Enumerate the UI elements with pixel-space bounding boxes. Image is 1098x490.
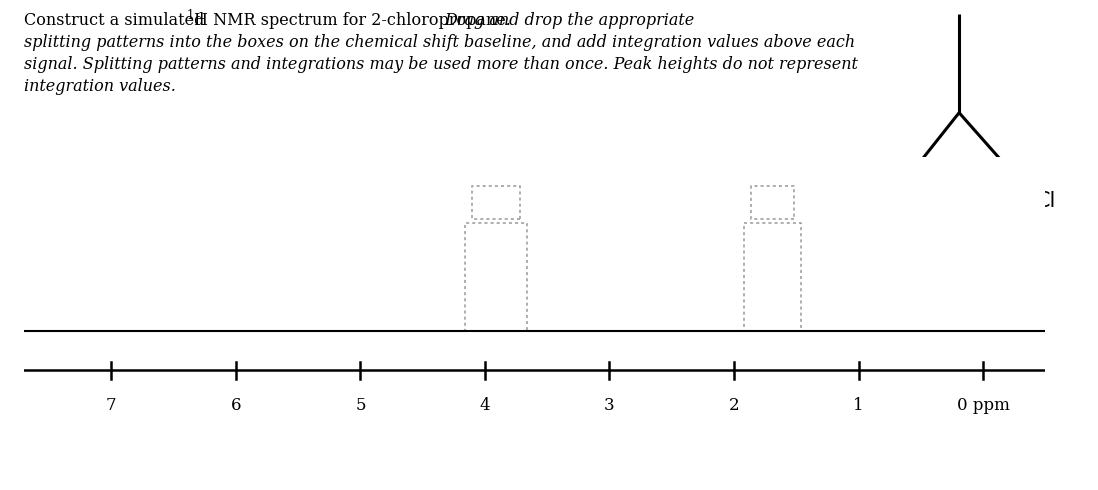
Text: Drag and drop the appropriate: Drag and drop the appropriate (445, 12, 695, 29)
Text: 0 ppm: 0 ppm (956, 397, 1009, 414)
Text: 1: 1 (853, 397, 864, 414)
Text: 7: 7 (107, 397, 116, 414)
Bar (472, 186, 519, 220)
Text: signal. Splitting patterns and integrations may be used more than once. Peak hei: signal. Splitting patterns and integrati… (24, 56, 858, 74)
Bar (751, 186, 794, 220)
Bar (464, 223, 527, 331)
Text: H NMR spectrum for 2-chloropropane.: H NMR spectrum for 2-chloropropane. (194, 12, 516, 29)
Text: integration values.: integration values. (24, 78, 176, 96)
Text: 2: 2 (729, 397, 739, 414)
Text: 1: 1 (187, 9, 194, 22)
Text: 6: 6 (231, 397, 242, 414)
Bar (744, 223, 802, 331)
Text: Construct a simulated: Construct a simulated (24, 12, 210, 29)
Text: 4: 4 (480, 397, 490, 414)
Text: 5: 5 (355, 397, 366, 414)
Text: Cl: Cl (1037, 191, 1056, 211)
Text: splitting patterns into the boxes on the chemical shift baseline, and add integr: splitting patterns into the boxes on the… (24, 34, 855, 51)
Text: 3: 3 (604, 397, 615, 414)
